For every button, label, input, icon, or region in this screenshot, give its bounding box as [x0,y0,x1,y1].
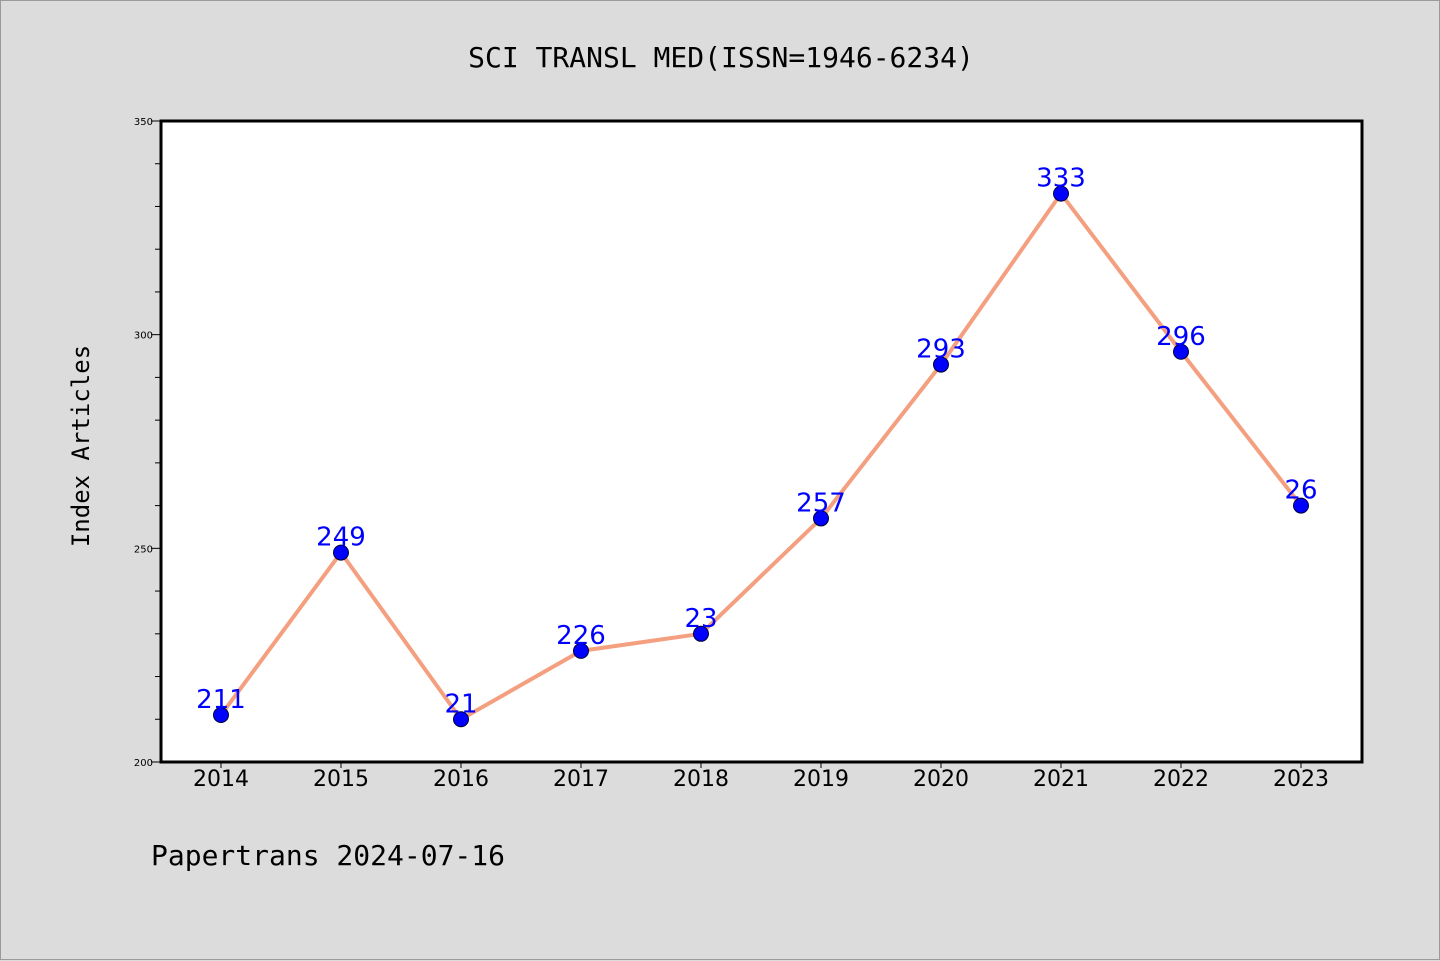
data-point [333,544,349,561]
x-tick-label: 2020 [913,767,969,792]
x-tick-label: 2022 [1153,767,1209,792]
data-label: 249 [316,523,366,553]
plot-area [161,121,1362,762]
data-point [693,625,709,642]
series-index-articles: 211 249 21 226 23 257 293 333 296 26 [196,164,1318,728]
x-tick-label: 2015 [313,767,369,792]
y-tick-label: 250 [134,544,153,555]
x-tick-label: 2023 [1273,767,1329,792]
data-point [213,706,229,723]
data-label: 21 [444,689,477,719]
x-tick-label: 2016 [433,767,489,792]
data-point [933,356,949,373]
data-label: 333 [1036,164,1086,194]
plot-border [159,119,1364,764]
x-tick-label: 2014 [193,767,249,792]
x-tick-label: 2017 [553,767,609,792]
data-label: 257 [796,488,846,518]
x-tick-label: 2018 [673,767,729,792]
x-tick-label: 2021 [1033,767,1089,792]
data-point [453,711,469,728]
data-label: 23 [684,604,717,634]
data-point [1173,343,1189,360]
data-point [1293,497,1309,514]
y-tick-label: 350 [134,117,153,128]
data-point [573,642,589,659]
y-tick-label: 200 [134,758,153,769]
data-label: 226 [556,621,606,651]
chart-title: SCI TRANSL MED(ISSN=1946-6234) [468,41,974,74]
data-label: 26 [1284,476,1317,506]
x-axis: 2014 2015 2016 2017 2018 2019 2020 2021 2022 2023 [193,762,1329,792]
data-label: 296 [1156,322,1206,352]
data-point [813,510,829,527]
y-axis: 200 250 300 350 [134,117,161,769]
plot-background [161,121,1362,762]
data-label: 211 [196,685,246,715]
y-tick-label: 300 [134,331,153,342]
y-axis-label: Index Articles [67,345,95,547]
series-line [219,191,1303,722]
x-tick-label: 2019 [793,767,849,792]
data-label: 293 [916,335,966,365]
footer-text: Papertrans 2024-07-16 [151,839,505,872]
data-point [1053,185,1069,202]
